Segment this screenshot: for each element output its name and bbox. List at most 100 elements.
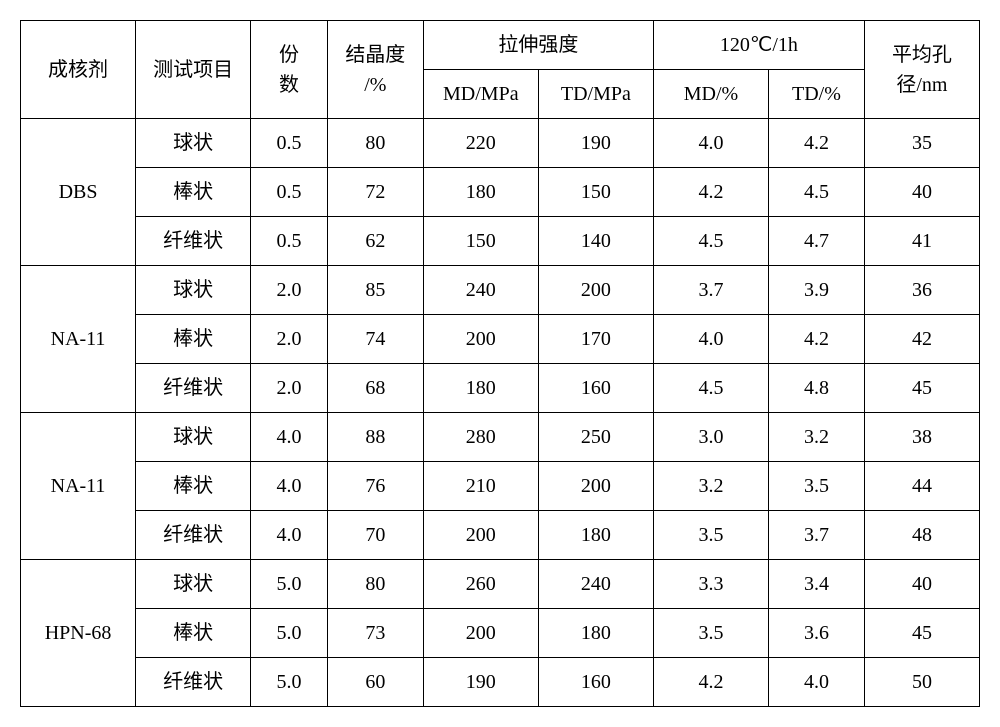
cell-shrink-td: 4.2: [769, 119, 865, 168]
cell-crystallinity: 70: [327, 511, 423, 560]
cell-crystallinity: 85: [327, 266, 423, 315]
cell-agent: HPN-68: [21, 560, 136, 707]
hdr-test-item: 测试项目: [136, 21, 251, 119]
cell-pore: 42: [864, 315, 979, 364]
cell-shrink-md: 3.7: [653, 266, 768, 315]
cell-shrink-md: 3.2: [653, 462, 768, 511]
hdr-shrink-md: MD/%: [653, 70, 768, 119]
cell-shrink-md: 3.5: [653, 609, 768, 658]
hdr-parts-bot: 数: [279, 74, 299, 96]
table-row: 纤维状0.5621501404.54.741: [21, 217, 980, 266]
table-row: NA-11球状2.0852402003.73.936: [21, 266, 980, 315]
data-table: 成核剂 测试项目 份 数 结晶度 /% 拉伸强度 120℃/1h 平均孔 径/n…: [20, 20, 980, 707]
hdr-pore: 平均孔 径/nm: [864, 21, 979, 119]
cell-pore: 38: [864, 413, 979, 462]
cell-crystallinity: 73: [327, 609, 423, 658]
cell-parts: 4.0: [251, 511, 328, 560]
cell-test-item: 纤维状: [136, 658, 251, 707]
cell-pore: 50: [864, 658, 979, 707]
cell-shrink-md: 4.2: [653, 168, 768, 217]
cell-parts: 5.0: [251, 658, 328, 707]
cell-tensile-md: 220: [423, 119, 538, 168]
cell-test-item: 纤维状: [136, 217, 251, 266]
table-row: 棒状2.0742001704.04.242: [21, 315, 980, 364]
cell-crystallinity: 60: [327, 658, 423, 707]
cell-crystallinity: 80: [327, 119, 423, 168]
cell-test-item: 纤维状: [136, 364, 251, 413]
cell-parts: 0.5: [251, 119, 328, 168]
cell-shrink-td: 3.7: [769, 511, 865, 560]
cell-tensile-td: 160: [538, 364, 653, 413]
cell-shrink-md: 4.0: [653, 315, 768, 364]
hdr-parts: 份 数: [251, 21, 328, 119]
cell-test-item: 棒状: [136, 315, 251, 364]
cell-shrink-td: 4.0: [769, 658, 865, 707]
hdr-tensile: 拉伸强度: [423, 21, 653, 70]
cell-tensile-md: 180: [423, 168, 538, 217]
cell-test-item: 球状: [136, 266, 251, 315]
cell-shrink-md: 3.5: [653, 511, 768, 560]
cell-pore: 35: [864, 119, 979, 168]
cell-tensile-td: 150: [538, 168, 653, 217]
cell-tensile-md: 150: [423, 217, 538, 266]
cell-shrink-td: 4.8: [769, 364, 865, 413]
cell-pore: 45: [864, 609, 979, 658]
cell-tensile-md: 260: [423, 560, 538, 609]
cell-agent: NA-11: [21, 413, 136, 560]
cell-shrink-md: 3.0: [653, 413, 768, 462]
cell-shrink-md: 3.3: [653, 560, 768, 609]
cell-tensile-td: 200: [538, 266, 653, 315]
cell-test-item: 棒状: [136, 462, 251, 511]
hdr-crystallinity: 结晶度 /%: [327, 21, 423, 119]
cell-parts: 2.0: [251, 364, 328, 413]
table-row: 纤维状4.0702001803.53.748: [21, 511, 980, 560]
hdr-tensile-md: MD/MPa: [423, 70, 538, 119]
cell-parts: 0.5: [251, 217, 328, 266]
cell-tensile-md: 190: [423, 658, 538, 707]
cell-shrink-td: 3.6: [769, 609, 865, 658]
cell-pore: 40: [864, 168, 979, 217]
cell-pore: 41: [864, 217, 979, 266]
cell-pore: 40: [864, 560, 979, 609]
cell-tensile-td: 200: [538, 462, 653, 511]
cell-parts: 4.0: [251, 413, 328, 462]
cell-shrink-td: 3.9: [769, 266, 865, 315]
cell-tensile-td: 240: [538, 560, 653, 609]
table-row: 棒状5.0732001803.53.645: [21, 609, 980, 658]
hdr-shrink-td: TD/%: [769, 70, 865, 119]
table-row: 纤维状2.0681801604.54.845: [21, 364, 980, 413]
hdr-pore-bot: 径/nm: [896, 74, 947, 96]
cell-shrink-td: 3.4: [769, 560, 865, 609]
table-row: DBS球状0.5802201904.04.235: [21, 119, 980, 168]
cell-test-item: 棒状: [136, 609, 251, 658]
cell-parts: 0.5: [251, 168, 328, 217]
cell-shrink-md: 4.0: [653, 119, 768, 168]
cell-pore: 48: [864, 511, 979, 560]
hdr-parts-top: 份: [279, 44, 299, 66]
cell-shrink-md: 4.2: [653, 658, 768, 707]
cell-tensile-md: 200: [423, 609, 538, 658]
table-row: 棒状4.0762102003.23.544: [21, 462, 980, 511]
cell-tensile-td: 170: [538, 315, 653, 364]
cell-crystallinity: 74: [327, 315, 423, 364]
cell-tensile-md: 280: [423, 413, 538, 462]
cell-crystallinity: 62: [327, 217, 423, 266]
table-body: DBS球状0.5802201904.04.235棒状0.5721801504.2…: [21, 119, 980, 707]
cell-test-item: 球状: [136, 560, 251, 609]
cell-test-item: 球状: [136, 119, 251, 168]
cell-shrink-td: 4.7: [769, 217, 865, 266]
cell-agent: DBS: [21, 119, 136, 266]
cell-tensile-td: 180: [538, 609, 653, 658]
cell-test-item: 纤维状: [136, 511, 251, 560]
cell-tensile-td: 160: [538, 658, 653, 707]
cell-pore: 44: [864, 462, 979, 511]
cell-test-item: 球状: [136, 413, 251, 462]
cell-shrink-td: 4.5: [769, 168, 865, 217]
cell-shrink-td: 3.2: [769, 413, 865, 462]
cell-shrink-md: 4.5: [653, 364, 768, 413]
cell-tensile-md: 200: [423, 511, 538, 560]
cell-parts: 5.0: [251, 560, 328, 609]
cell-shrink-td: 4.2: [769, 315, 865, 364]
hdr-shrink: 120℃/1h: [653, 21, 864, 70]
cell-tensile-md: 210: [423, 462, 538, 511]
